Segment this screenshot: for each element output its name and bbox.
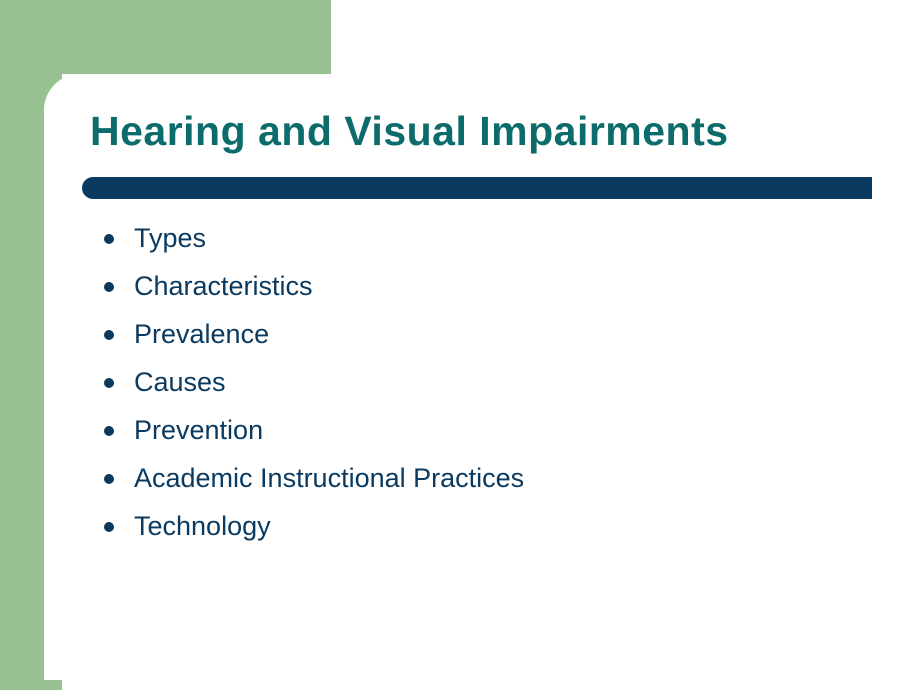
bullet-icon (104, 522, 114, 532)
list-item: Types (104, 225, 524, 252)
bullet-icon (104, 378, 114, 388)
bullet-text: Prevalence (134, 321, 269, 348)
title-underline-bar (82, 177, 872, 199)
green-topblock (62, 0, 331, 74)
bullet-text: Technology (134, 513, 271, 540)
bullet-list: Types Characteristics Prevalence Causes … (104, 225, 524, 561)
bullet-icon (104, 330, 114, 340)
bullet-icon (104, 282, 114, 292)
bullet-text: Causes (134, 369, 226, 396)
list-item: Technology (104, 513, 524, 540)
bullet-icon (104, 234, 114, 244)
list-item: Prevalence (104, 321, 524, 348)
bullet-text: Types (134, 225, 206, 252)
slide-title: Hearing and Visual Impairments (90, 108, 729, 155)
list-item: Characteristics (104, 273, 524, 300)
bullet-text: Academic Instructional Practices (134, 465, 524, 492)
bullet-icon (104, 426, 114, 436)
bullet-icon (104, 474, 114, 484)
bullet-text: Characteristics (134, 273, 313, 300)
list-item: Prevention (104, 417, 524, 444)
bullet-text: Prevention (134, 417, 263, 444)
list-item: Causes (104, 369, 524, 396)
list-item: Academic Instructional Practices (104, 465, 524, 492)
